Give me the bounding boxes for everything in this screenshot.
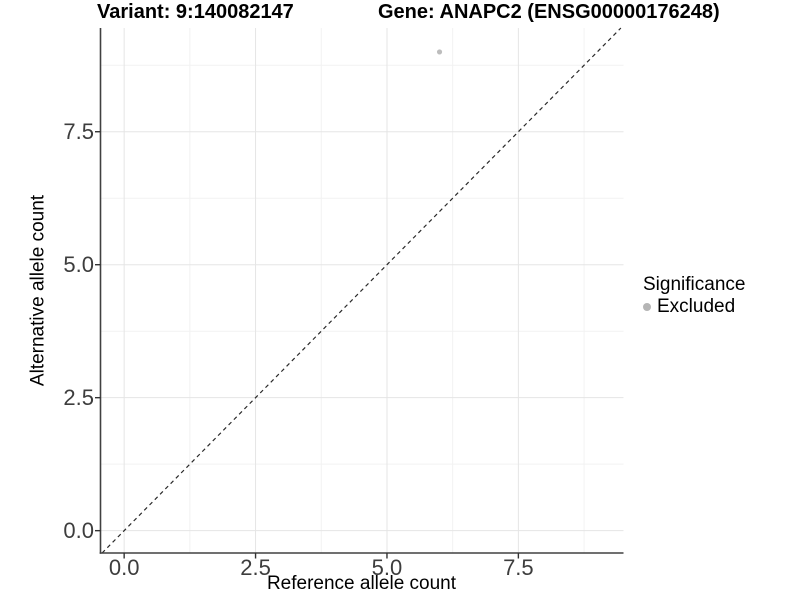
legend-title: Significance	[643, 274, 746, 295]
y-axis-title: Alternative allele count	[27, 194, 49, 387]
x-axis-tick-label: 0.0	[108, 555, 140, 580]
y-axis-tick-label: 0.0	[63, 517, 94, 543]
identity-line	[101, 27, 622, 554]
y-axis-tick-label: 2.5	[63, 384, 94, 410]
plot-title-gene: Gene: ANAPC2 (ENSG00000176248)	[378, 1, 720, 23]
x-axis-tick-label: 7.5	[503, 555, 534, 580]
x-axis-title: Reference allele count	[266, 573, 457, 594]
legend-point-icon	[643, 302, 651, 311]
x-axis-tick-label: 5.0	[371, 555, 403, 580]
legend: Significance Excluded	[643, 274, 745, 317]
legend-item-label: Excluded	[657, 296, 736, 317]
y-axis-tick-label: 5.0	[63, 251, 94, 277]
x-axis-tick-label: 2.5	[240, 555, 271, 580]
data-point	[436, 49, 443, 55]
plot-title-variant: Variant: 9:140082147	[97, 1, 294, 23]
y-axis-tick-label: 7.5	[63, 118, 94, 144]
legend-item-excluded: Excluded	[643, 296, 745, 317]
